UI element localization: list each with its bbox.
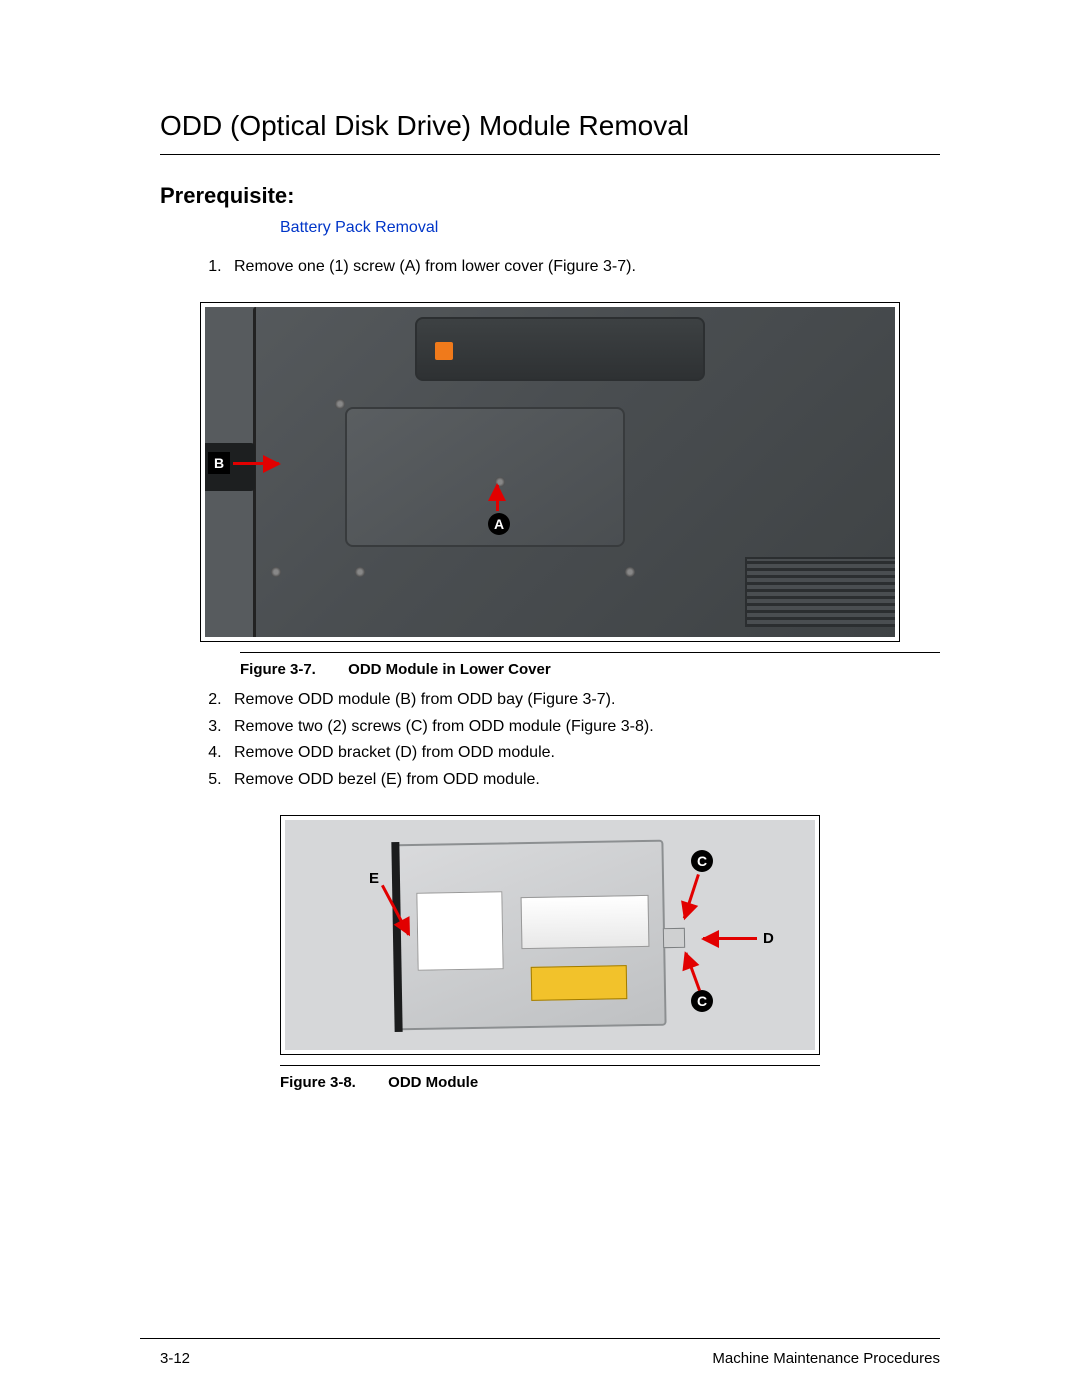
step-item: Remove ODD module (B) from ODD bay (Figu…	[226, 688, 940, 713]
caption-number: Figure 3-8.	[280, 1074, 384, 1091]
footer-rule	[140, 1338, 940, 1339]
figure-3-8-wrap: E C C D Figure 3-8. ODD Module	[200, 815, 940, 1091]
caption-number: Figure 3-7.	[240, 661, 344, 678]
access-panel	[345, 407, 625, 547]
steps-list-2: Remove ODD module (B) from ODD bay (Figu…	[226, 688, 940, 793]
figure-3-7-caption: Figure 3-7. ODD Module in Lower Cover	[240, 661, 940, 678]
arrow-b-icon	[233, 462, 279, 465]
figure-3-8-frame: E C C D	[280, 815, 820, 1055]
figure-rule	[240, 652, 940, 653]
callout-b: B	[208, 452, 230, 474]
odd-label	[521, 895, 650, 949]
figure-3-8-caption: Figure 3-8. ODD Module	[280, 1074, 940, 1091]
caption-text: ODD Module in Lower Cover	[348, 661, 551, 678]
figure-3-7-wrap: B A Figure 3-7. ODD Module in Lower Cove…	[200, 302, 940, 678]
caption-text: ODD Module	[388, 1074, 478, 1091]
odd-label	[416, 891, 503, 970]
callout-c-top: C	[691, 850, 713, 872]
figure-3-7-frame: B A	[200, 302, 900, 642]
callout-a: A	[488, 513, 510, 535]
arrow-a-icon	[496, 485, 499, 511]
screw-icon	[335, 399, 345, 409]
vent-grille	[745, 557, 895, 627]
footer-section: Machine Maintenance Procedures	[712, 1350, 940, 1367]
release-latch	[435, 342, 453, 360]
step-item: Remove ODD bezel (E) from ODD module.	[226, 768, 940, 793]
prerequisite-link[interactable]: Battery Pack Removal	[280, 219, 940, 237]
arrow-c-top-icon	[683, 874, 700, 919]
arrow-c-bottom-icon	[685, 952, 701, 991]
arrow-d-icon	[703, 937, 757, 940]
steps-list-1: Remove one (1) screw (A) from lower cove…	[226, 255, 940, 280]
step-item: Remove two (2) screws (C) from ODD modul…	[226, 715, 940, 740]
screw-icon	[271, 567, 281, 577]
title-rule	[160, 154, 940, 155]
figure-3-7-image: B A	[205, 307, 895, 637]
callout-e: E	[369, 870, 379, 887]
figure-3-8-image: E C C D	[285, 820, 815, 1050]
screw-icon	[355, 567, 365, 577]
page-title: ODD (Optical Disk Drive) Module Removal	[160, 110, 940, 142]
callout-c-bottom: C	[691, 990, 713, 1012]
step-item: Remove ODD bracket (D) from ODD module.	[226, 741, 940, 766]
screw-icon	[625, 567, 635, 577]
footer-page-number: 3-12	[160, 1350, 190, 1367]
battery-bay	[415, 317, 705, 381]
odd-sticker	[531, 965, 628, 1001]
step-item: Remove one (1) screw (A) from lower cove…	[226, 255, 940, 280]
prerequisite-heading: Prerequisite:	[160, 183, 940, 209]
document-page: ODD (Optical Disk Drive) Module Removal …	[0, 0, 1080, 1141]
odd-bracket	[663, 928, 685, 948]
callout-d: D	[763, 930, 774, 947]
figure-rule	[280, 1065, 820, 1066]
